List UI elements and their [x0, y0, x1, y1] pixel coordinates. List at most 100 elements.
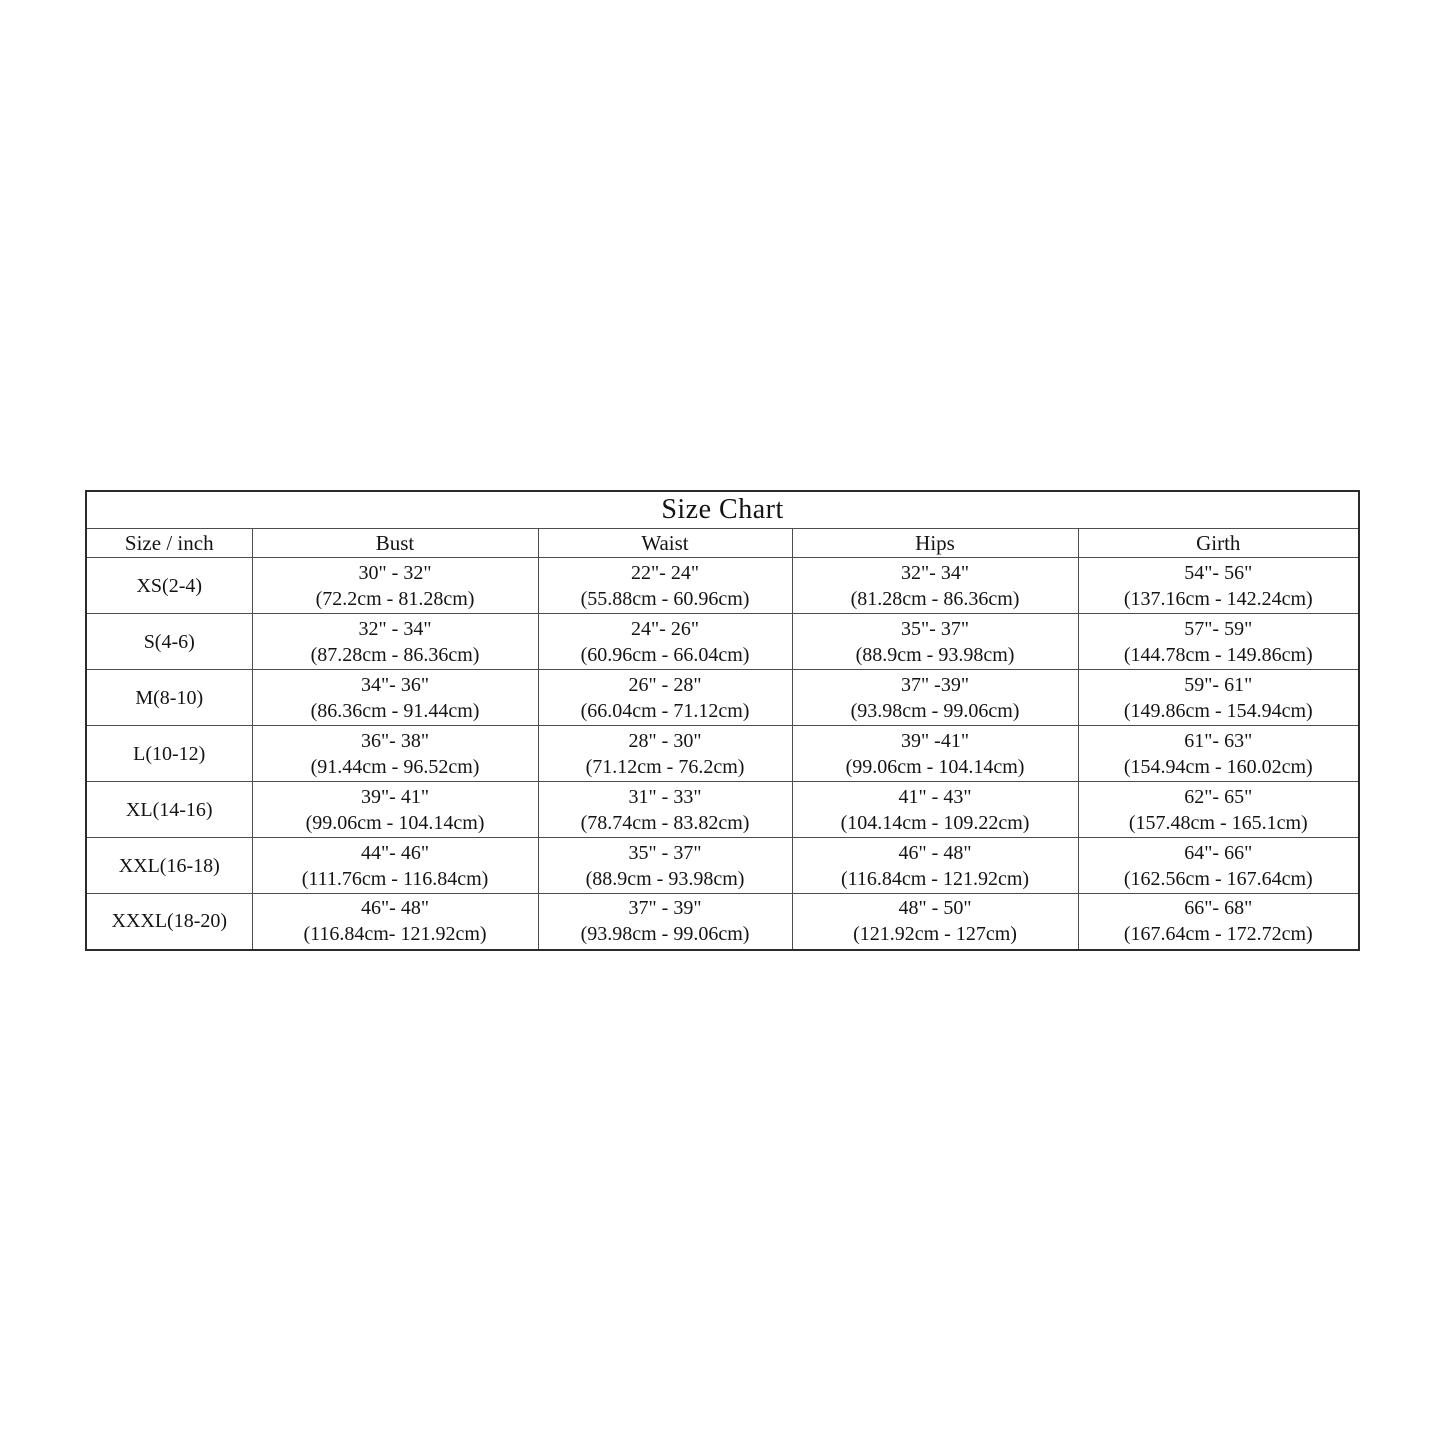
- column-header-bust: Bust: [251, 528, 539, 558]
- inch-range: 44"- 46": [361, 841, 429, 864]
- inch-range: 66"- 68": [1184, 897, 1253, 920]
- measurement-cell-bust: 36"- 38" (91.44cm - 96.52cm): [251, 725, 539, 782]
- inch-range: 22"- 24": [631, 561, 699, 584]
- cm-range: (111.76cm - 116.84cm): [301, 867, 489, 890]
- inch-range: 35" - 37": [628, 841, 702, 864]
- table-row: XXL(16-18) 44"- 46" (111.76cm - 116.84cm) 3…: [85, 837, 1360, 894]
- measurement-cell-hips: 39" -41" (99.06cm - 104.14cm): [791, 725, 1079, 782]
- measurement-cell-waist: 24"- 26" (60.96cm - 66.04cm): [537, 613, 793, 670]
- inch-range: 35"- 37": [901, 617, 969, 640]
- cm-range: (93.98cm - 99.06cm): [850, 699, 1020, 722]
- table-title: Size Chart: [85, 490, 1360, 529]
- cm-range: (154.94cm - 160.02cm): [1123, 755, 1313, 778]
- inch-range: 61"- 63": [1184, 729, 1253, 752]
- cm-range: (88.9cm - 93.98cm): [855, 643, 1015, 666]
- table-body: XS(2-4) 30" - 32" (72.2cm - 81.28cm) 22"- 2…: [85, 557, 1360, 950]
- inch-range: 62"- 65": [1184, 785, 1253, 808]
- size-label: XS(2-4): [85, 557, 253, 614]
- measurement-cell-girth: 61"- 63" (154.94cm - 160.02cm): [1077, 725, 1360, 782]
- inch-range: 46" - 48": [898, 841, 972, 864]
- size-label: M(8-10): [85, 669, 253, 726]
- inch-range: 26" - 28": [628, 673, 702, 696]
- inch-range: 46"- 48": [361, 897, 429, 920]
- cm-range: (87.28cm - 86.36cm): [310, 643, 480, 666]
- inch-range: 48" - 50": [898, 897, 972, 920]
- cm-range: (116.84cm- 121.92cm): [303, 923, 487, 946]
- inch-range: 37" -39": [901, 673, 969, 696]
- cm-range: (88.9cm - 93.98cm): [585, 867, 745, 890]
- size-chart-table: Size Chart Size / inch Bust Waist Hips G…: [85, 490, 1361, 951]
- measurement-cell-bust: 30" - 32" (72.2cm - 81.28cm): [251, 557, 539, 614]
- measurement-cell-hips: 46" - 48" (116.84cm - 121.92cm): [791, 837, 1079, 894]
- inch-range: 39" -41": [901, 729, 969, 752]
- inch-range: 41" - 43": [898, 785, 972, 808]
- measurement-cell-hips: 41" - 43" (104.14cm - 109.22cm): [791, 781, 1079, 838]
- measurement-cell-bust: 46"- 48" (116.84cm- 121.92cm): [251, 893, 539, 950]
- size-label: L(10-12): [85, 725, 253, 782]
- cm-range: (91.44cm - 96.52cm): [310, 755, 480, 778]
- cm-range: (104.14cm - 109.22cm): [840, 811, 1030, 834]
- inch-range: 30" - 32": [358, 561, 432, 584]
- cm-range: (149.86cm - 154.94cm): [1123, 699, 1313, 722]
- cm-range: (81.28cm - 86.36cm): [850, 587, 1020, 610]
- table-row: XXXL(18-20) 46"- 48" (116.84cm- 121.92cm) 3…: [85, 893, 1360, 950]
- cm-range: (167.64cm - 172.72cm): [1123, 923, 1313, 946]
- column-header-girth: Girth: [1077, 528, 1360, 558]
- table-row: S(4-6) 32" - 34" (87.28cm - 86.36cm) 24"- 2…: [85, 613, 1360, 670]
- table-row: L(10-12) 36"- 38" (91.44cm - 96.52cm) 28" -…: [85, 725, 1360, 782]
- cm-range: (121.92cm - 127cm): [853, 923, 1017, 946]
- table-row: XS(2-4) 30" - 32" (72.2cm - 81.28cm) 22"- 2…: [85, 557, 1360, 614]
- measurement-cell-girth: 62"- 65" (157.48cm - 165.1cm): [1077, 781, 1360, 838]
- table-row: M(8-10) 34"- 36" (86.36cm - 91.44cm) 26" - …: [85, 669, 1360, 726]
- measurement-cell-girth: 59"- 61" (149.86cm - 154.94cm): [1077, 669, 1360, 726]
- column-header-hips: Hips: [791, 528, 1079, 558]
- measurement-cell-hips: 37" -39" (93.98cm - 99.06cm): [791, 669, 1079, 726]
- inch-range: 32"- 34": [901, 561, 969, 584]
- size-label: XL(14-16): [85, 781, 253, 838]
- inch-range: 39"- 41": [361, 785, 429, 808]
- inch-range: 64"- 66": [1184, 841, 1253, 864]
- size-label: XXL(16-18): [85, 837, 253, 894]
- cm-range: (78.74cm - 83.82cm): [580, 811, 750, 834]
- measurement-cell-waist: 35" - 37" (88.9cm - 93.98cm): [537, 837, 793, 894]
- cm-range: (116.84cm - 121.92cm): [840, 867, 1030, 890]
- measurement-cell-girth: 64"- 66" (162.56cm - 167.64cm): [1077, 837, 1360, 894]
- cm-range: (99.06cm - 104.14cm): [305, 811, 485, 834]
- inch-range: 37" - 39": [628, 897, 702, 920]
- measurement-cell-waist: 26" - 28" (66.04cm - 71.12cm): [537, 669, 793, 726]
- table-row: XL(14-16) 39"- 41" (99.06cm - 104.14cm) 31"…: [85, 781, 1360, 838]
- cm-range: (93.98cm - 99.06cm): [580, 923, 750, 946]
- measurement-cell-girth: 66"- 68" (167.64cm - 172.72cm): [1077, 893, 1360, 950]
- column-header-waist: Waist: [537, 528, 793, 558]
- inch-range: 54"- 56": [1184, 561, 1253, 584]
- cm-range: (72.2cm - 81.28cm): [315, 587, 475, 610]
- cm-range: (71.12cm - 76.2cm): [585, 755, 745, 778]
- measurement-cell-hips: 48" - 50" (121.92cm - 127cm): [791, 893, 1079, 950]
- measurement-cell-waist: 37" - 39" (93.98cm - 99.06cm): [537, 893, 793, 950]
- cm-range: (137.16cm - 142.24cm): [1123, 587, 1313, 610]
- inch-range: 24"- 26": [631, 617, 699, 640]
- column-header-size: Size / inch: [85, 528, 253, 558]
- size-label: XXXL(18-20): [85, 893, 253, 950]
- cm-range: (60.96cm - 66.04cm): [580, 643, 750, 666]
- measurement-cell-girth: 54"- 56" (137.16cm - 142.24cm): [1077, 557, 1360, 614]
- cm-range: (86.36cm - 91.44cm): [310, 699, 480, 722]
- cm-range: (162.56cm - 167.64cm): [1123, 867, 1313, 890]
- cm-range: (144.78cm - 149.86cm): [1123, 643, 1313, 666]
- inch-range: 59"- 61": [1184, 673, 1253, 696]
- inch-range: 32" - 34": [358, 617, 432, 640]
- inch-range: 34"- 36": [361, 673, 429, 696]
- measurement-cell-bust: 34"- 36" (86.36cm - 91.44cm): [251, 669, 539, 726]
- inch-range: 28" - 30": [628, 729, 702, 752]
- measurement-cell-bust: 44"- 46" (111.76cm - 116.84cm): [251, 837, 539, 894]
- table-header-row: Size / inch Bust Waist Hips Girth: [85, 528, 1360, 558]
- cm-range: (99.06cm - 104.14cm): [845, 755, 1025, 778]
- inch-range: 57"- 59": [1184, 617, 1253, 640]
- measurement-cell-waist: 22"- 24" (55.88cm - 60.96cm): [537, 557, 793, 614]
- cm-range: (66.04cm - 71.12cm): [580, 699, 750, 722]
- cm-range: (55.88cm - 60.96cm): [580, 587, 750, 610]
- measurement-cell-bust: 39"- 41" (99.06cm - 104.14cm): [251, 781, 539, 838]
- measurement-cell-bust: 32" - 34" (87.28cm - 86.36cm): [251, 613, 539, 670]
- table-title-row: Size Chart: [85, 490, 1360, 529]
